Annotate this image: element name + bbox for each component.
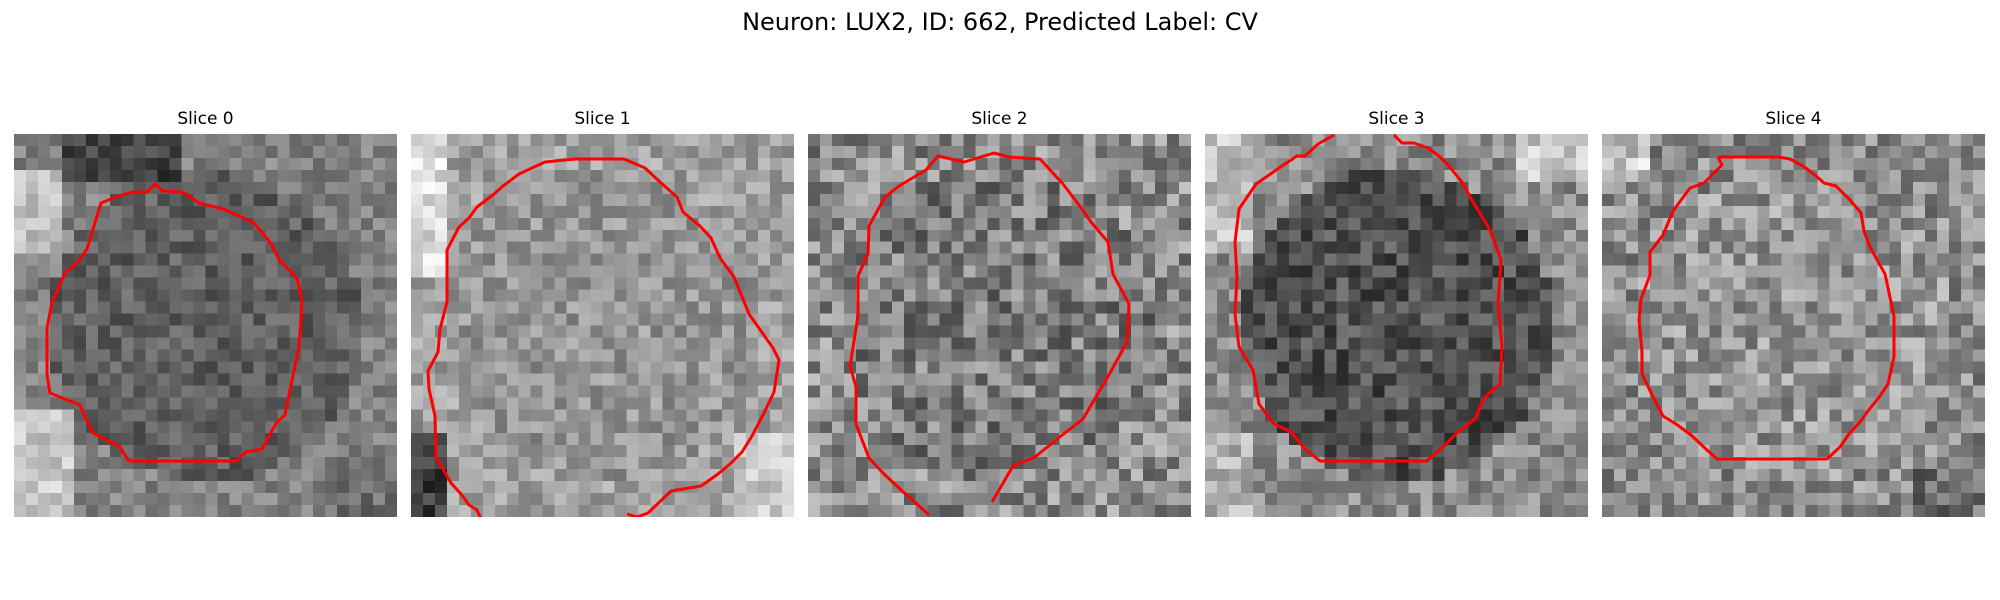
slice-3-contour-layer	[1233, 134, 1504, 463]
slice-3-contour	[1233, 134, 1504, 463]
slice-2-contour-layer	[848, 151, 1131, 517]
slice-4-contour-layer	[1637, 155, 1896, 461]
slice-3-pixels	[1205, 134, 1588, 517]
slice-1-title: Slice 1	[574, 109, 631, 129]
slice-1-pixels	[411, 134, 794, 517]
slice-0-contour-layer	[45, 182, 304, 463]
slice-3-image	[1205, 134, 1588, 517]
slice-3-title: Slice 3	[1368, 109, 1425, 129]
slice-2-image	[808, 134, 1191, 517]
slice-1-contour	[426, 157, 781, 517]
slice-1-contour	[459, 493, 482, 517]
slice-4-title: Slice 4	[1765, 109, 1822, 129]
slice-0-title: Slice 0	[177, 109, 234, 129]
slice-2-title: Slice 2	[971, 109, 1028, 129]
slice-4-contour	[1637, 155, 1896, 461]
figure-title: Neuron: LUX2, ID: 662, Predicted Label: …	[742, 8, 1258, 36]
slice-4-image	[1602, 134, 1985, 517]
slice-4-pixels	[1602, 134, 1985, 517]
slice-1-image	[411, 134, 794, 517]
slice-0-contour	[45, 182, 304, 463]
slice-0-image	[14, 134, 397, 517]
slice-0-pixels	[14, 134, 397, 517]
slice-2-contour	[848, 151, 1131, 517]
slice-1-contour-layer	[426, 157, 781, 517]
